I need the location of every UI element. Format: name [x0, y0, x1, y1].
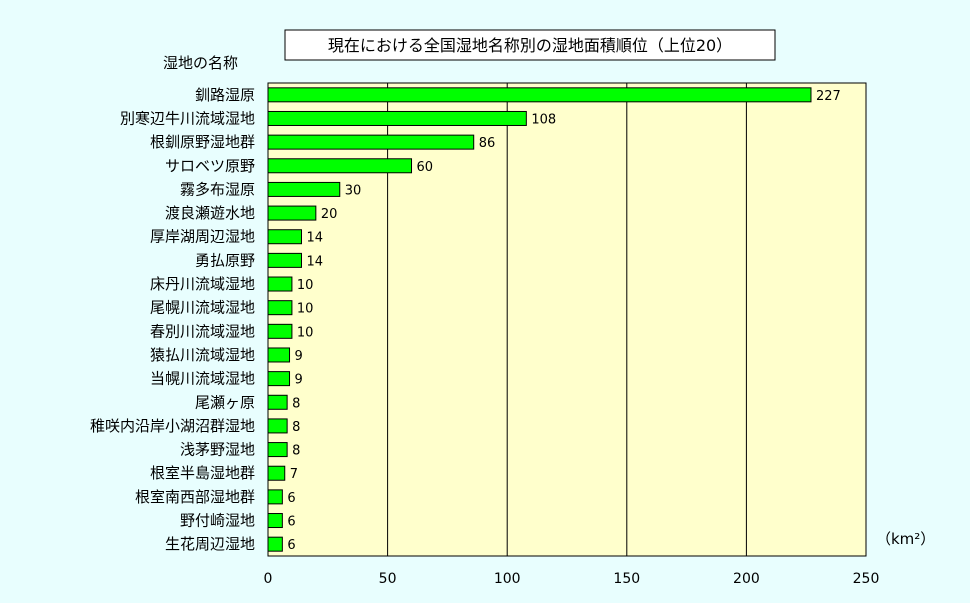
bar	[267, 323, 293, 339]
data-label: 8	[292, 396, 300, 411]
bar	[267, 489, 283, 505]
category-label: 猿払川流域湿地	[150, 346, 255, 364]
category-label: 渡良瀬遊水地	[165, 204, 255, 222]
data-label: 20	[321, 207, 338, 222]
category-axis-label: 湿地の名称	[163, 54, 238, 72]
bar	[267, 252, 302, 268]
x-tick-labels: 0 50 100 150 200 250	[264, 571, 880, 587]
data-label: 9	[295, 349, 303, 364]
bar	[267, 371, 291, 387]
bar	[267, 418, 288, 434]
bar	[267, 347, 291, 363]
bar	[267, 158, 413, 174]
bar	[267, 536, 283, 552]
data-label: 10	[297, 325, 314, 340]
x-tick-label: 150	[613, 571, 640, 587]
category-label: 根釧原野湿地群	[150, 133, 255, 151]
bar	[267, 205, 317, 221]
bars	[267, 87, 812, 552]
data-label: 10	[297, 302, 314, 317]
x-tick-label: 200	[733, 571, 760, 587]
bar	[267, 134, 475, 150]
x-tick-label: 50	[379, 571, 397, 587]
category-label: 当幌川流域湿地	[150, 370, 255, 388]
category-label: 生花周辺湿地	[165, 535, 255, 553]
data-label: 108	[531, 112, 556, 127]
category-label: サロベツ原野	[165, 157, 255, 175]
data-label: 8	[292, 444, 300, 459]
data-label: 6	[287, 515, 295, 530]
data-label: 7	[290, 467, 298, 482]
data-label: 8	[292, 420, 300, 435]
category-label: 稚咲内沿岸小湖沼群湿地	[90, 417, 255, 435]
bar	[267, 276, 293, 292]
category-label: 厚岸湖周辺湿地	[150, 228, 255, 246]
data-label: 14	[306, 254, 323, 269]
category-label: 尾瀬ヶ原	[195, 393, 255, 411]
data-label: 14	[306, 231, 323, 246]
category-label: 浅茅野湿地	[180, 441, 255, 459]
x-tick-label: 0	[264, 571, 273, 587]
data-label: 60	[417, 160, 434, 175]
data-label: 30	[345, 183, 362, 198]
data-label: 10	[297, 278, 314, 293]
data-label: 6	[287, 491, 295, 506]
category-label: 釧路湿原	[195, 86, 255, 104]
category-label: 勇払原野	[195, 251, 255, 269]
bar	[267, 229, 302, 245]
category-label: 野付崎湿地	[180, 512, 255, 530]
title-box	[284, 29, 776, 61]
category-label: 床丹川流域湿地	[150, 275, 255, 293]
category-label: 別寒辺牛川流域湿地	[120, 109, 255, 127]
category-label: 根室半島湿地群	[150, 464, 255, 482]
value-labels: 227 108 86 60 30 20 14 14 10 10 10 9 9 8 8 8 7 6 6 6	[287, 89, 840, 553]
category-label: 根室南西部湿地群	[135, 488, 255, 506]
plot-area	[267, 82, 867, 557]
data-label: 227	[816, 89, 841, 104]
x-tick-label: 250	[853, 571, 880, 587]
data-label: 6	[287, 538, 295, 553]
category-label: 春別川流域湿地	[150, 322, 255, 340]
bar	[267, 465, 286, 481]
bar	[267, 87, 812, 103]
bar	[267, 513, 283, 529]
category-labels: 釧路湿原別寒辺牛川流域湿地根釧原野湿地群サロベツ原野霧多布湿原渡良瀬遊水地厚岸湖…	[90, 86, 255, 553]
x-tick-label: 100	[494, 571, 521, 587]
chart-title: 現在における全国湿地名称別の湿地面積順位（上位20）	[328, 36, 732, 55]
data-label: 86	[479, 136, 496, 151]
bar	[267, 181, 341, 197]
bar	[267, 110, 527, 126]
value-axis-unit: （km²）	[876, 530, 935, 548]
category-label: 霧多布湿原	[180, 180, 255, 198]
category-label: 尾幌川流域湿地	[150, 299, 255, 317]
bar	[267, 300, 293, 316]
bar	[267, 442, 288, 458]
data-label: 9	[295, 373, 303, 388]
bar	[267, 394, 288, 410]
